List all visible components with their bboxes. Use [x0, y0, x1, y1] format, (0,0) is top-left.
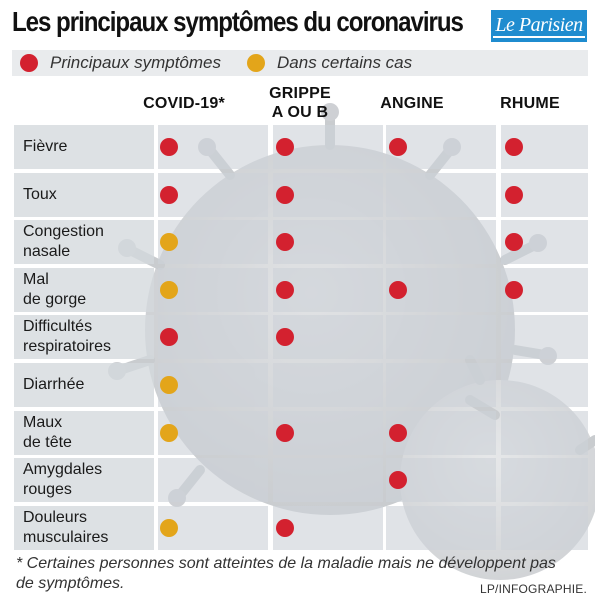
- row-label-cell: Mal de gorge: [14, 267, 154, 312]
- table-row: Congestion nasale: [14, 220, 588, 265]
- table-cell: [501, 315, 588, 360]
- row-label-cell: Amygdales rouges: [14, 458, 154, 503]
- table-row: Fièvre: [14, 125, 588, 169]
- table-cell: [501, 363, 588, 407]
- symptom-label: Maux de tête: [23, 413, 72, 451]
- yellow-dot-icon: [160, 280, 178, 299]
- red-dot-icon: [160, 138, 178, 156]
- red-dot-icon: [276, 185, 294, 204]
- table-cell: [386, 315, 496, 360]
- red-dot-icon: [389, 138, 407, 156]
- red-dot-icon: [160, 328, 178, 347]
- yellow-dot-icon: [160, 233, 178, 252]
- le-parisien-logo: Le Parisien: [491, 10, 587, 42]
- legend: Principaux symptômes Dans certains cas: [12, 50, 588, 76]
- red-dot-icon: [505, 233, 523, 252]
- column-header-covid: COVID-19*: [143, 95, 225, 112]
- red-dot-icon: [276, 233, 294, 252]
- symptom-label: Diarrhée: [23, 376, 85, 393]
- column-header-rhume: RHUME: [500, 95, 560, 112]
- symptom-label: Amygdales rouges: [23, 461, 103, 499]
- symptom-label: Congestion nasale: [23, 223, 104, 261]
- table-cell: [501, 458, 588, 503]
- table-cell: [501, 410, 588, 455]
- red-dot-icon: [20, 54, 38, 72]
- table-row: Toux: [14, 172, 588, 217]
- row-label-cell: Douleurs musculaires: [14, 505, 154, 550]
- symptom-label: Douleurs musculaires: [23, 508, 109, 546]
- row-label-cell: Fièvre: [14, 125, 154, 169]
- legend-label: Principaux symptômes: [50, 53, 222, 72]
- table-row: Douleurs musculaires: [14, 505, 588, 550]
- table-cell: [386, 172, 496, 217]
- column-header-grippe: GRIPPE A OU B: [269, 85, 331, 121]
- table-row: Diarrhée: [14, 363, 588, 407]
- yellow-dot-icon: [247, 54, 266, 72]
- table-row: Maux de tête: [14, 410, 588, 455]
- logo-text: Le Parisien: [493, 14, 585, 38]
- symptom-label: Difficultés respiratoires: [23, 318, 112, 356]
- credit: LP/INFOGRAPHIE.: [479, 582, 587, 596]
- red-dot-icon: [276, 423, 294, 442]
- red-dot-icon: [389, 471, 407, 490]
- red-dot-icon: [276, 518, 294, 537]
- legend-item-some-cases: Dans certains cas: [247, 53, 412, 73]
- table-cell: [501, 505, 588, 550]
- red-dot-icon: [276, 328, 294, 347]
- symptom-label: Mal de gorge: [23, 270, 87, 308]
- yellow-dot-icon: [160, 423, 178, 442]
- page-title: Les principaux symptômes du coronavirus: [12, 6, 464, 37]
- row-label-cell: Diarrhée: [14, 363, 154, 407]
- table-row: Mal de gorge: [14, 267, 588, 312]
- red-dot-icon: [505, 138, 523, 156]
- legend-item-main: Principaux symptômes: [20, 53, 221, 73]
- table-row: Amygdales rouges: [14, 458, 588, 503]
- row-label-cell: Toux: [14, 172, 154, 217]
- row-label-cell: Maux de tête: [14, 410, 154, 455]
- table-cell: [273, 363, 383, 407]
- table-row: Difficultés respiratoires: [14, 315, 588, 360]
- red-dot-icon: [389, 280, 407, 299]
- table-cell: [386, 505, 496, 550]
- legend-label: Dans certains cas: [277, 53, 413, 72]
- footnote: * Certaines personnes sont atteintes de …: [16, 555, 556, 592]
- red-dot-icon: [160, 185, 178, 204]
- yellow-dot-icon: [160, 376, 178, 394]
- row-label-cell: Difficultés respiratoires: [14, 315, 154, 360]
- table-cell: [386, 220, 496, 265]
- column-header-angine: ANGINE: [380, 95, 444, 112]
- symptom-label: Fièvre: [23, 138, 68, 155]
- symptom-label: Toux: [23, 185, 57, 203]
- yellow-dot-icon: [160, 518, 178, 537]
- table-cell: [158, 458, 268, 503]
- table-cell: [273, 458, 383, 503]
- red-dot-icon: [505, 185, 523, 204]
- row-label-cell: Congestion nasale: [14, 220, 154, 265]
- red-dot-icon: [389, 423, 407, 442]
- red-dot-icon: [276, 280, 294, 299]
- table-cell: [386, 363, 496, 407]
- red-dot-icon: [276, 138, 294, 156]
- red-dot-icon: [505, 280, 523, 299]
